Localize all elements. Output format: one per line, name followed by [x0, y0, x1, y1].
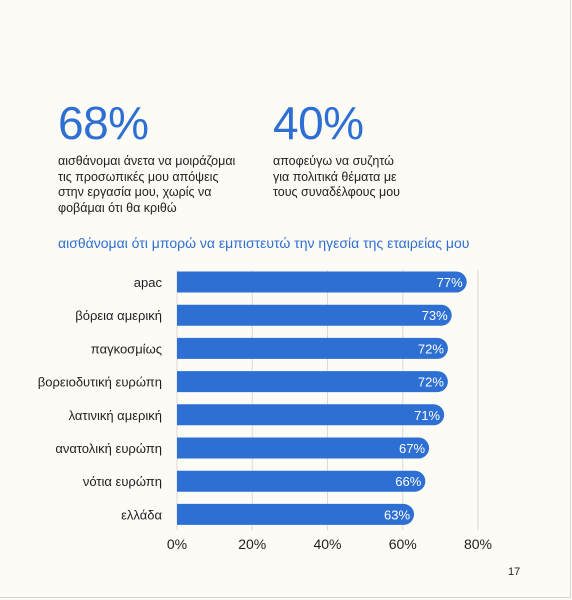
page-number: 17: [508, 566, 521, 578]
bar-data-label: 72%: [418, 375, 444, 390]
stat-value: 68%: [58, 97, 149, 149]
x-tick-label: 20%: [238, 536, 266, 552]
bar: [177, 503, 415, 525]
x-tick-label: 40%: [313, 536, 341, 552]
bar: [177, 470, 426, 492]
category-label: apac: [134, 275, 163, 290]
bar: [177, 404, 445, 426]
stat-value: 40%: [273, 97, 364, 149]
category-label: νότια ευρώπη: [83, 474, 162, 489]
category-label: λατινική αμερική: [69, 408, 162, 423]
bar-data-label: 63%: [384, 507, 410, 522]
category-label: ελλάδα: [121, 507, 162, 522]
x-tick-label: 80%: [464, 536, 492, 552]
bar: [177, 304, 452, 326]
stat-block-1: 68% αισθάνομαι άνετα να μοιράζομαι τις π…: [58, 100, 258, 216]
x-tick-label: 0%: [167, 536, 187, 552]
category-label: ανατολική ευρώπη: [55, 441, 162, 456]
bar-data-label: 73%: [422, 308, 448, 323]
bar-data-label: 66%: [395, 474, 421, 489]
bar: [177, 337, 448, 359]
x-tick-label: 60%: [389, 536, 417, 552]
bar: [177, 437, 430, 459]
stat-description: αισθάνομαι άνετα να μοιράζομαι τις προσω…: [58, 154, 236, 215]
bar-data-label: 72%: [418, 341, 444, 356]
category-label: παγκοσμίως: [91, 341, 162, 356]
stat-description: αποφεύγω να συζητώ για πολιτικά θέματα μ…: [273, 154, 401, 199]
category-label: βορειοδυτική ευρώπη: [38, 375, 162, 390]
bar-data-label: 77%: [437, 275, 463, 290]
bar-data-label: 71%: [414, 408, 440, 423]
bar-data-label: 67%: [399, 441, 425, 456]
stat-block-2: 40% αποφεύγω να συζητώ για πολιτικά θέμα…: [273, 100, 473, 201]
bar: [177, 271, 467, 293]
category-label: βόρεια αμερική: [75, 308, 162, 323]
bar: [177, 371, 448, 393]
chart-title: αισθάνομαι ότι μπορώ να εμπιστευτώ την η…: [58, 235, 470, 251]
